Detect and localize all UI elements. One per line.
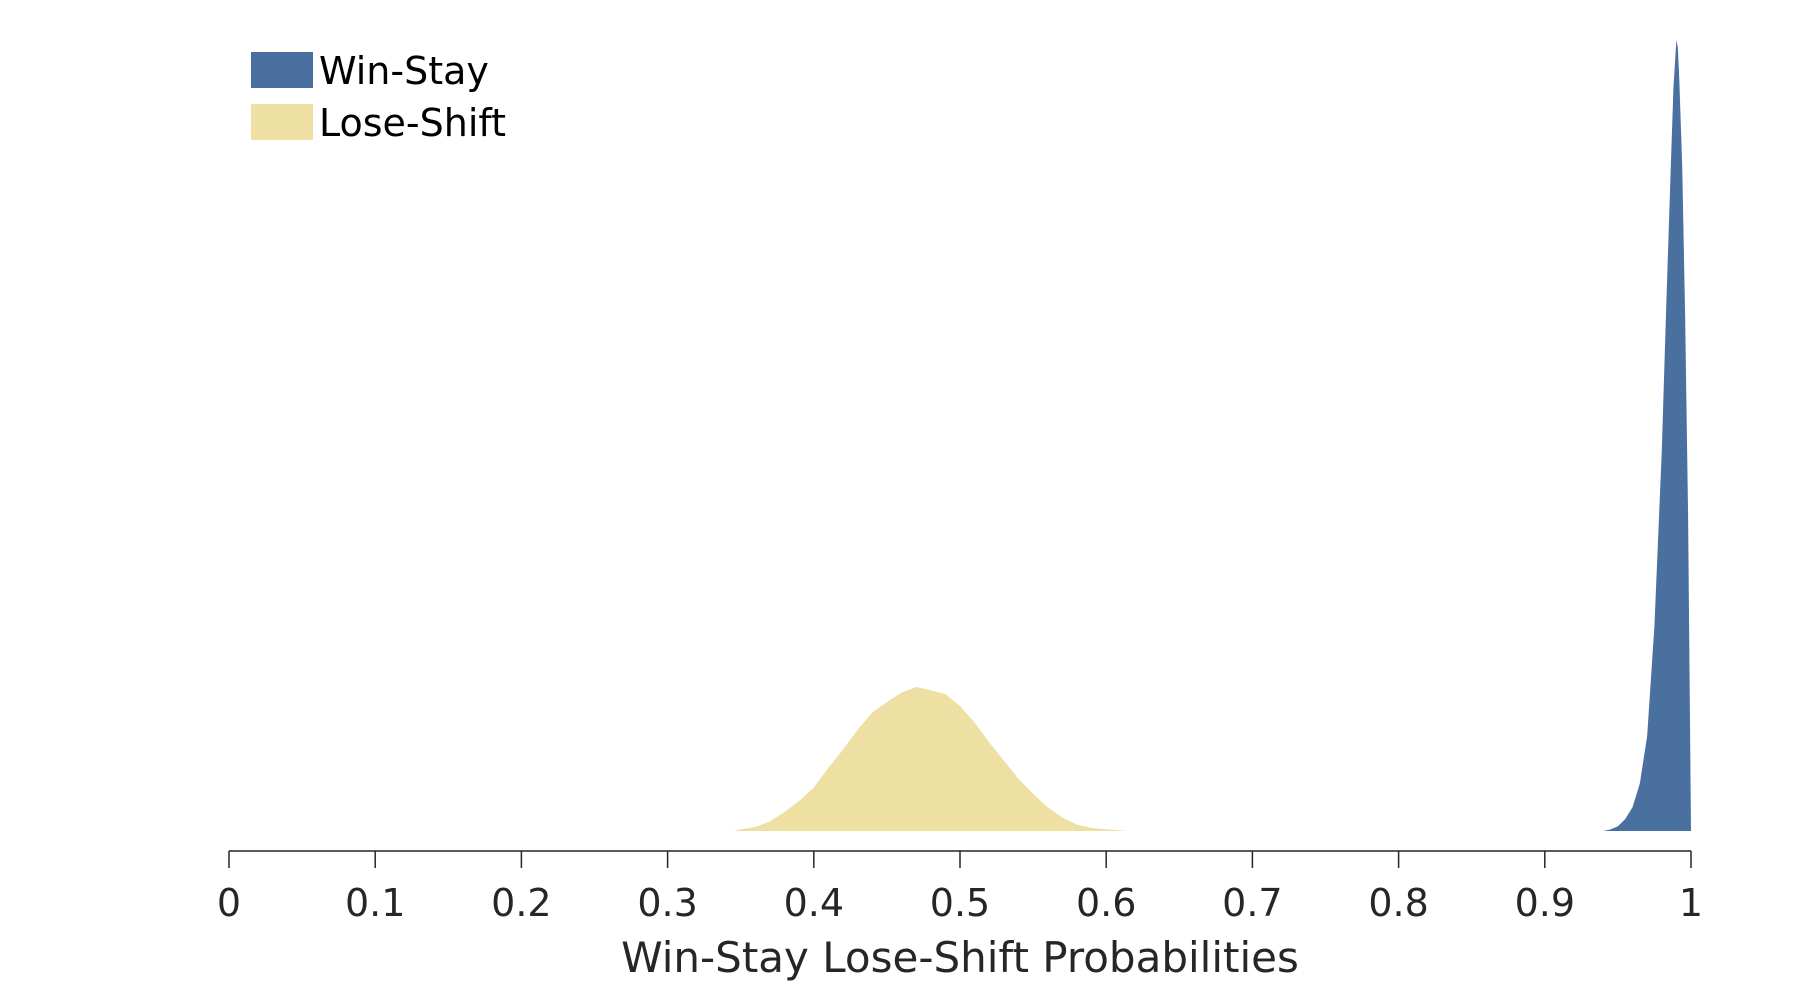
x-tick-label: 0.6	[1076, 881, 1136, 925]
x-axis-ticks: 0 0.1 0.2 0.3 0.4 0.5 0.6 0.7 0.8 0.9 1	[217, 851, 1703, 925]
x-tick-label: 0.2	[491, 881, 551, 925]
x-tick-label: 0.8	[1368, 881, 1428, 925]
legend-label-lose-shift: Lose-Shift	[319, 101, 506, 145]
legend-label-win-stay: Win-Stay	[319, 49, 489, 93]
legend-swatch-lose-shift	[251, 104, 313, 140]
x-tick-label: 0.5	[930, 881, 990, 925]
x-tick-label: 0.3	[637, 881, 697, 925]
x-tick-label: 0.7	[1222, 881, 1282, 925]
plot-areas	[733, 40, 1691, 831]
x-tick-label: 0.4	[784, 881, 844, 925]
legend-swatch-win-stay	[251, 52, 313, 88]
legend: Win-Stay Lose-Shift	[251, 49, 506, 145]
x-tick-label: 0	[217, 881, 241, 925]
area-lose-shift	[733, 687, 1129, 831]
x-axis-title: Win-Stay Lose-Shift Probabilities	[621, 933, 1299, 982]
x-tick-label: 0.9	[1515, 881, 1575, 925]
area-win-stay	[1603, 40, 1691, 831]
x-tick-label: 1	[1679, 881, 1703, 925]
x-tick-label: 0.1	[345, 881, 405, 925]
